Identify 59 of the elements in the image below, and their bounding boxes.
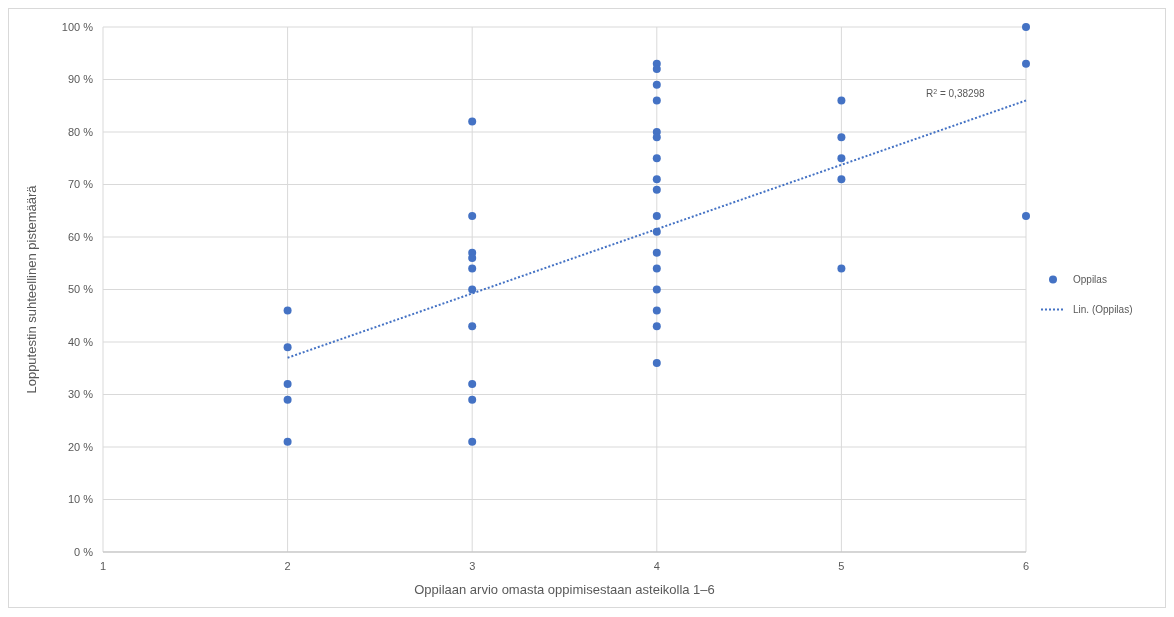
point xyxy=(652,359,661,367)
y-tick-label: 40 % xyxy=(67,335,94,348)
point xyxy=(283,306,292,315)
point xyxy=(837,175,846,184)
point xyxy=(468,437,477,446)
point xyxy=(468,264,477,273)
x-tick-label: 3 xyxy=(469,560,476,572)
point xyxy=(468,395,477,404)
y-tick-label: 10 % xyxy=(67,493,94,506)
point xyxy=(468,212,477,220)
point xyxy=(652,175,661,184)
point xyxy=(468,380,477,388)
y-tick-label: 70 % xyxy=(67,178,94,191)
point xyxy=(652,154,661,163)
y-tick-label: 0 % xyxy=(74,545,94,558)
point xyxy=(652,322,661,331)
x-axis-title: Oppilaan arvio omasta oppimisestaan asteikolla 1–6 xyxy=(414,582,715,597)
point xyxy=(652,212,661,220)
point xyxy=(652,65,661,73)
point xyxy=(652,96,661,105)
point xyxy=(652,306,661,315)
point xyxy=(652,185,661,194)
x-tick-label: 5 xyxy=(838,560,845,572)
point xyxy=(652,285,661,294)
point xyxy=(468,254,477,262)
point xyxy=(1022,212,1030,220)
point xyxy=(283,343,292,352)
annotation: R$^{2}$ = 0,38298 xyxy=(926,87,986,99)
point xyxy=(468,117,477,126)
point xyxy=(1022,23,1030,31)
point xyxy=(652,80,661,89)
point xyxy=(652,264,661,273)
y-tick-label: 50 % xyxy=(67,283,94,296)
point xyxy=(837,96,846,105)
x-tick-label: 2 xyxy=(284,560,291,572)
point xyxy=(837,133,846,142)
y-tick-label: 90 % xyxy=(67,73,94,86)
x-tick-label: 4 xyxy=(653,560,660,572)
point xyxy=(283,437,292,446)
y-tick-label: 80 % xyxy=(67,125,94,138)
point xyxy=(1022,59,1030,68)
point xyxy=(652,133,661,142)
x-tick-label: 6 xyxy=(1022,560,1030,572)
y-tick-label: 30 % xyxy=(67,388,94,401)
point xyxy=(468,285,477,294)
point xyxy=(468,322,477,331)
y-tick-label: 20 % xyxy=(67,440,94,453)
point xyxy=(837,154,846,163)
y-tick-label: 60 % xyxy=(67,230,94,243)
point xyxy=(837,264,846,273)
x-tick-label: 1 xyxy=(99,560,107,572)
y-axis-title: Lopputestin suhteellinen pistemäärä xyxy=(24,184,39,394)
point xyxy=(652,248,661,257)
point xyxy=(283,380,292,388)
y-tick-label: 100 % xyxy=(61,20,94,33)
legend-label: Oppilas xyxy=(1073,274,1107,285)
point xyxy=(652,227,661,236)
point xyxy=(283,395,292,404)
legend-label: Lin. (Oppilas) xyxy=(1073,304,1133,315)
